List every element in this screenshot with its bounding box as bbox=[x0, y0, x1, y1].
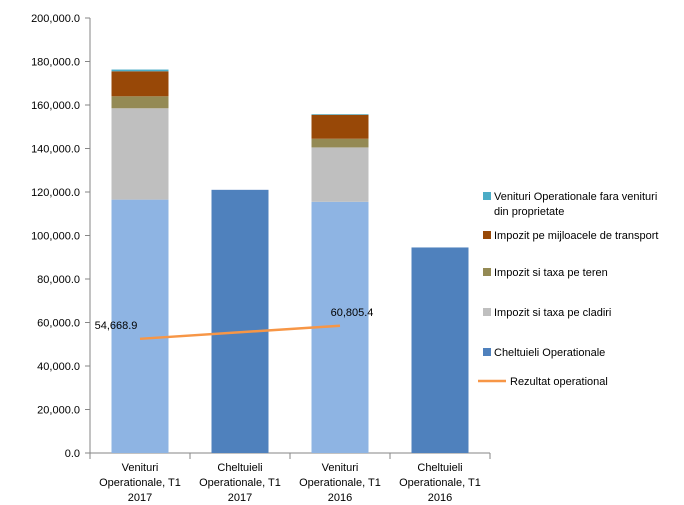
bar-segment bbox=[111, 108, 169, 200]
legend-label-line: din proprietate bbox=[494, 206, 564, 218]
bar-segment bbox=[111, 96, 169, 109]
x-category-label-line: 2016 bbox=[428, 492, 452, 504]
y-tick-label: 180,000.0 bbox=[31, 57, 80, 69]
x-category-label-line: 2017 bbox=[228, 492, 252, 504]
x-category-label-line: Operationale, T1 bbox=[399, 477, 481, 489]
legend-label-line: Venituri Operationale fara venituri bbox=[494, 191, 657, 203]
x-category-label-line: 2017 bbox=[128, 492, 152, 504]
legend-swatch bbox=[483, 308, 491, 316]
x-category-label-line: Venituri bbox=[122, 462, 159, 474]
x-category-label-line: Venituri bbox=[322, 462, 359, 474]
bar-segment bbox=[111, 69, 169, 72]
y-tick-label: 40,000.0 bbox=[37, 361, 80, 373]
x-category-label-line: Operationale, T1 bbox=[99, 477, 181, 489]
legend-label-line: Impozit si taxa pe cladiri bbox=[494, 307, 611, 319]
y-tick-label: 160,000.0 bbox=[31, 100, 80, 112]
x-category-label: Venituri Operationale, T1 2016 bbox=[299, 462, 381, 504]
legend-label-line: Rezultat operational bbox=[510, 376, 608, 388]
y-tick-label: 60,000.0 bbox=[37, 318, 80, 330]
y-tick-label: 200,000.0 bbox=[31, 13, 80, 25]
x-category-label: Cheltuieli Operationale, T1 2016 bbox=[399, 462, 481, 504]
y-tick-label: 100,000.0 bbox=[31, 231, 80, 243]
y-tick-label: 120,000.0 bbox=[31, 187, 80, 199]
bar-segment bbox=[111, 71, 169, 97]
x-category-label: Cheltuieli Operationale, T1 2017 bbox=[199, 462, 281, 504]
y-tick-label: 140,000.0 bbox=[31, 144, 80, 156]
bar-segment bbox=[411, 247, 469, 453]
legend-swatch bbox=[483, 268, 491, 276]
y-tick-label: 20,000.0 bbox=[37, 405, 80, 417]
legend-label: Impozit si taxa pe cladiri bbox=[494, 307, 611, 319]
y-tick-label: 80,000.0 bbox=[37, 274, 80, 286]
data-label: 60,805.4 bbox=[331, 307, 374, 319]
legend-label: Venituri Operationale fara venituri din p… bbox=[494, 191, 657, 218]
legend-swatch bbox=[483, 348, 491, 356]
legend-label-line: Cheltuieli Operationale bbox=[494, 347, 605, 359]
legend-label: Impozit pe mijloacele de transport bbox=[494, 230, 658, 242]
bar-segment bbox=[111, 199, 169, 453]
legend-label: Impozit si taxa pe teren bbox=[494, 267, 608, 279]
legend-label-line: Impozit si taxa pe teren bbox=[494, 267, 608, 279]
x-category-label-line: Operationale, T1 bbox=[299, 477, 381, 489]
bar-segment bbox=[211, 189, 269, 453]
data-label: 54,668.9 bbox=[95, 320, 138, 332]
series-line bbox=[139, 324, 341, 341]
legend-label-line: Impozit pe mijloacele de transport bbox=[494, 230, 658, 242]
legend-label: Rezultat operational bbox=[510, 376, 608, 388]
bar-segment bbox=[311, 114, 369, 139]
y-tick-label: 0.0 bbox=[65, 448, 80, 460]
legend: Venituri Operationale fara venituri din p… bbox=[478, 191, 658, 388]
legend-label: Cheltuieli Operationale bbox=[494, 347, 605, 359]
x-category-label-line: 2016 bbox=[328, 492, 352, 504]
x-category-label: Venituri Operationale, T1 2017 bbox=[99, 462, 181, 504]
legend-swatch bbox=[483, 192, 491, 200]
legend-swatch bbox=[483, 231, 491, 239]
plot-area: 0.0 20,000.0 40,000.0 60,000.0 80,000.0 100,0… bbox=[31, 13, 491, 504]
bar-segment bbox=[311, 114, 369, 115]
x-category-label-line: Cheltuieli bbox=[217, 462, 262, 474]
bar-segment bbox=[311, 147, 369, 202]
x-category-label-line: Operationale, T1 bbox=[199, 477, 281, 489]
bar-segment bbox=[311, 138, 369, 148]
x-category-label-line: Cheltuieli bbox=[417, 462, 462, 474]
